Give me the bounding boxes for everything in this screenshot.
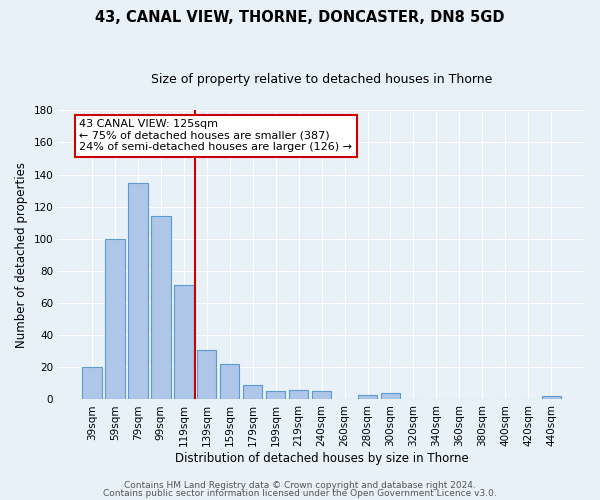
Bar [542,396,561,400]
Bar [220,364,239,400]
Bar [243,385,262,400]
Bar [289,390,308,400]
X-axis label: Distribution of detached houses by size in Thorne: Distribution of detached houses by size … [175,452,469,465]
Bar [381,393,400,400]
Y-axis label: Number of detached properties: Number of detached properties [15,162,28,348]
Bar [266,392,286,400]
Text: 43 CANAL VIEW: 125sqm
← 75% of detached houses are smaller (387)
24% of semi-det: 43 CANAL VIEW: 125sqm ← 75% of detached … [79,119,352,152]
Title: Size of property relative to detached houses in Thorne: Size of property relative to detached ho… [151,72,492,86]
Text: Contains public sector information licensed under the Open Government Licence v3: Contains public sector information licen… [103,488,497,498]
Bar [151,216,170,400]
Bar [358,394,377,400]
Text: Contains HM Land Registry data © Crown copyright and database right 2024.: Contains HM Land Registry data © Crown c… [124,481,476,490]
Text: 43, CANAL VIEW, THORNE, DONCASTER, DN8 5GD: 43, CANAL VIEW, THORNE, DONCASTER, DN8 5… [95,10,505,25]
Bar [105,239,125,400]
Bar [128,182,148,400]
Bar [312,392,331,400]
Bar [82,368,101,400]
Bar [197,350,217,400]
Bar [174,286,194,400]
